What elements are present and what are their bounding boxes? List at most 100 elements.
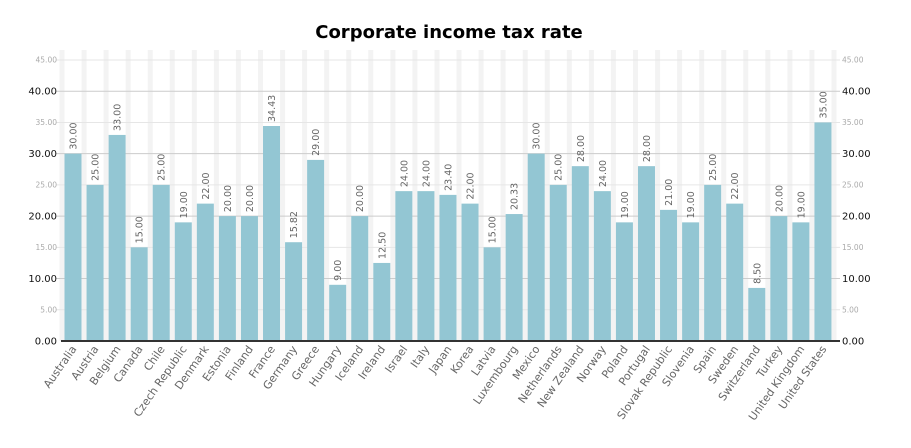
data-label: 29.00 xyxy=(311,129,322,156)
bar xyxy=(549,184,567,341)
data-label: 25.00 xyxy=(708,154,719,181)
x-tick-label: Japan xyxy=(426,343,455,376)
data-label: 20.00 xyxy=(774,185,785,212)
bar xyxy=(307,159,325,341)
gap-stripe xyxy=(610,50,616,341)
bar xyxy=(263,126,281,341)
gap-stripe xyxy=(147,50,153,341)
bar xyxy=(351,216,369,341)
chart-title: Corporate income tax rate xyxy=(315,22,583,43)
data-label: 25.00 xyxy=(554,154,565,181)
bar xyxy=(395,191,413,341)
data-label: 20.00 xyxy=(245,185,256,212)
gap-stripe xyxy=(81,50,87,341)
bar xyxy=(64,153,82,341)
bar xyxy=(130,247,148,341)
gap-stripe xyxy=(765,50,771,341)
data-label: 12.50 xyxy=(377,232,388,259)
gap-stripe xyxy=(632,50,638,341)
data-label: 20.00 xyxy=(223,185,234,212)
data-label: 21.00 xyxy=(664,179,675,206)
gap-stripe xyxy=(280,50,286,341)
gap-stripe xyxy=(522,50,528,341)
gap-stripe xyxy=(831,50,837,341)
bar xyxy=(814,122,832,341)
bar xyxy=(483,247,501,341)
gap-stripe xyxy=(809,50,815,341)
y-tick-label-right: 45.00 xyxy=(842,56,864,65)
bar xyxy=(373,262,391,341)
bar xyxy=(726,203,744,341)
bar xyxy=(682,222,700,341)
gap-stripe xyxy=(390,50,396,341)
y-tick-label-left: 35.00 xyxy=(36,118,58,127)
gap-stripe xyxy=(588,50,594,341)
bar xyxy=(505,214,523,341)
y-tick-label-left: 20.00 xyxy=(28,212,57,223)
bar xyxy=(792,222,810,341)
y-tick-label-left: 30.00 xyxy=(28,149,57,160)
gap-stripe xyxy=(235,50,241,341)
gap-stripe xyxy=(456,50,462,341)
y-tick-label-left: 25.00 xyxy=(36,180,58,189)
bar xyxy=(240,216,258,341)
bar xyxy=(439,194,457,341)
data-label: 30.00 xyxy=(69,122,80,149)
bar xyxy=(152,184,170,341)
gap-stripe xyxy=(213,50,219,341)
bar xyxy=(660,209,678,341)
gap-stripe xyxy=(412,50,418,341)
data-label: 19.00 xyxy=(620,191,631,218)
bar xyxy=(196,203,214,341)
data-label: 34.43 xyxy=(267,95,278,122)
bar xyxy=(704,184,722,341)
gap-stripe xyxy=(743,50,749,341)
data-label: 25.00 xyxy=(91,154,102,181)
data-label: 20.33 xyxy=(510,183,521,210)
gap-stripe xyxy=(169,50,175,341)
y-tick-label-right: 35.00 xyxy=(842,118,864,127)
gap-stripe xyxy=(103,50,109,341)
bar xyxy=(527,153,545,341)
data-label: 28.00 xyxy=(576,135,587,162)
data-label: 15.82 xyxy=(289,211,300,238)
y-tick-label-right: 0.00 xyxy=(842,337,864,348)
y-tick-label-left: 0.00 xyxy=(35,337,57,348)
gap-stripe xyxy=(655,50,661,341)
y-tick-label-right: 40.00 xyxy=(842,87,871,98)
data-label: 30.00 xyxy=(532,122,543,149)
y-tick-label-right: 30.00 xyxy=(842,149,871,160)
bar xyxy=(417,191,435,341)
bar xyxy=(86,184,104,341)
gap-stripe xyxy=(191,50,197,341)
bar xyxy=(748,287,766,341)
data-label: 22.00 xyxy=(466,172,477,199)
gap-stripe xyxy=(478,50,484,341)
gap-stripe xyxy=(544,50,550,341)
gap-stripe xyxy=(302,50,308,341)
data-label: 24.00 xyxy=(399,160,410,187)
bar xyxy=(571,166,589,341)
y-tick-label-right: 25.00 xyxy=(842,180,864,189)
data-label: 25.00 xyxy=(157,154,168,181)
gap-stripe xyxy=(721,50,727,341)
gap-stripe xyxy=(324,50,330,341)
bar xyxy=(461,203,479,341)
data-label: 28.00 xyxy=(642,135,653,162)
y-tick-label-left: 10.00 xyxy=(28,274,57,285)
gap-stripe xyxy=(677,50,683,341)
data-label: 19.00 xyxy=(179,191,190,218)
gap-stripe xyxy=(787,50,793,341)
x-tick-label: Israel xyxy=(382,343,410,375)
bar xyxy=(637,166,655,341)
y-tick-label-right: 15.00 xyxy=(842,243,864,252)
data-label: 19.00 xyxy=(686,191,697,218)
y-tick-label-right: 20.00 xyxy=(842,212,871,223)
bar xyxy=(285,242,303,341)
data-label: 23.40 xyxy=(443,164,454,191)
data-label: 24.00 xyxy=(598,160,609,187)
y-tick-label-left: 5.00 xyxy=(40,305,57,314)
bar xyxy=(218,216,236,341)
gap-stripe xyxy=(258,50,264,341)
